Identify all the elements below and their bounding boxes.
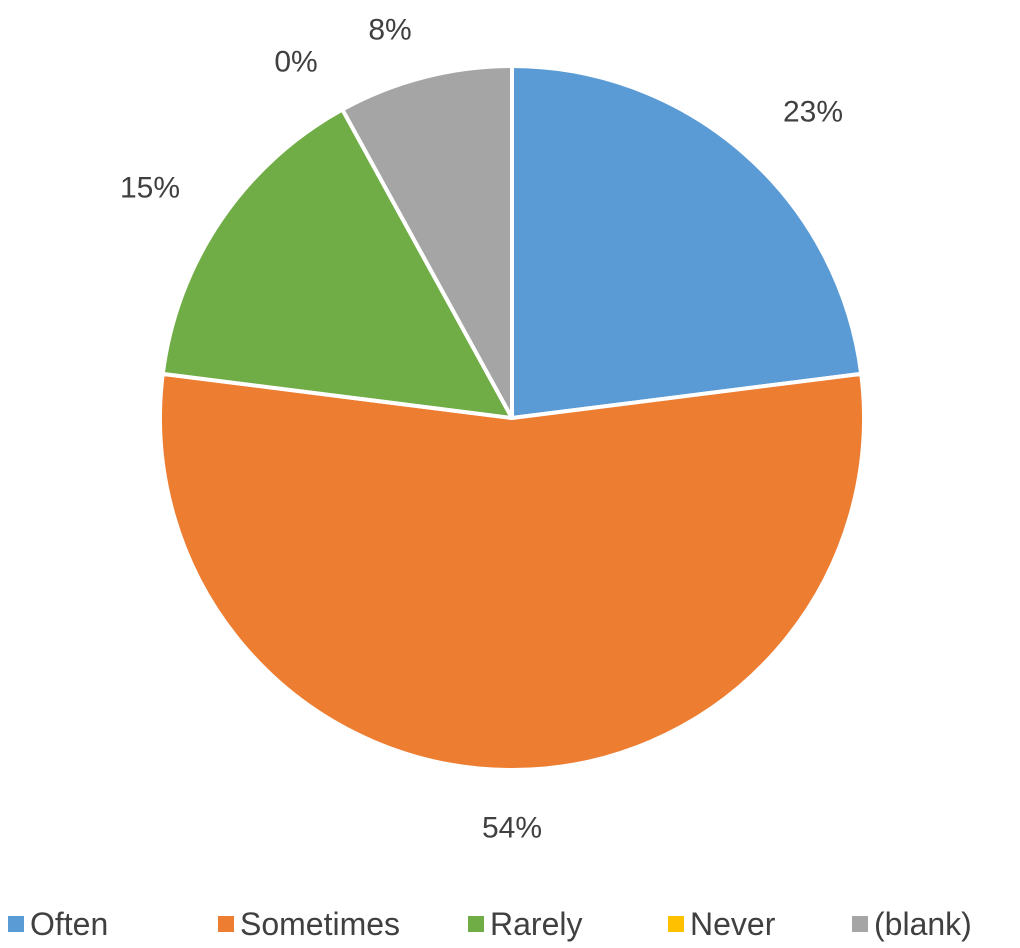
data-label: 23% xyxy=(783,96,843,129)
pie-slice-sometimes xyxy=(158,371,866,772)
data-label: 54% xyxy=(482,812,542,845)
legend-label: Sometimes xyxy=(240,906,400,942)
pie-slice-rarely xyxy=(160,107,514,420)
legend-item: Sometimes xyxy=(218,906,400,942)
legend-label: (blank) xyxy=(874,906,972,942)
data-label: 8% xyxy=(368,14,411,47)
legend-item: Often xyxy=(8,906,108,942)
pie-slice-often xyxy=(510,64,864,420)
legend-swatch xyxy=(8,916,24,932)
legend-swatch xyxy=(218,916,234,932)
data-label: 15% xyxy=(120,172,180,205)
legend-swatch xyxy=(468,916,484,932)
legend-label: Never xyxy=(690,906,776,942)
legend-swatch xyxy=(668,916,684,932)
legend-swatch xyxy=(852,916,868,932)
pie-slice-blank xyxy=(340,64,514,420)
data-label: 0% xyxy=(274,46,317,79)
legend-label: Often xyxy=(30,906,108,942)
legend-item: Never xyxy=(668,906,776,942)
legend-label: Rarely xyxy=(490,906,582,942)
legend-item: Rarely xyxy=(468,906,582,942)
data-labels: 23% 54% 15% 0% 8% xyxy=(120,14,843,845)
legend: Often Sometimes Rarely Never (blank) xyxy=(8,906,972,942)
legend-item: (blank) xyxy=(852,906,972,942)
pie-slices xyxy=(158,64,866,772)
